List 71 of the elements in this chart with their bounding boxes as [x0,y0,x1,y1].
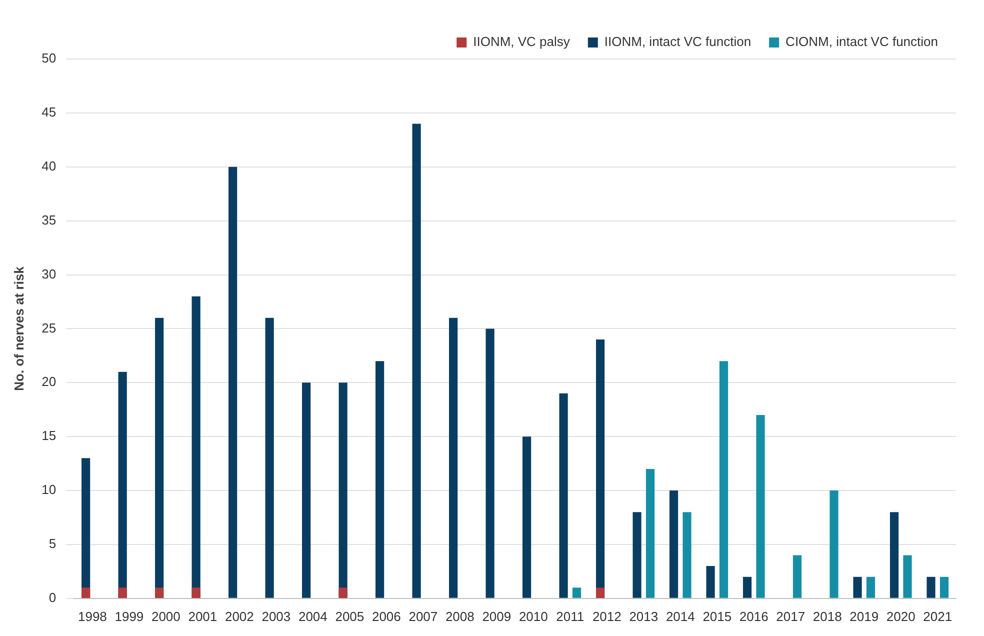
x-tick-label: 2011 [556,608,584,624]
bar [646,468,655,598]
bar [376,361,384,598]
x-tick-label: 1998 [78,608,107,624]
x-tick-label: 2012 [592,608,622,624]
legend-label: IIONM, VC palsy [473,34,570,50]
legend-label: CIONM, intact VC function [786,34,938,50]
bar [890,512,899,598]
x-tick-label: 2020 [886,608,916,624]
bar [572,588,582,598]
bar [118,588,127,598]
y-tick-label: 40 [42,158,56,174]
bar [522,436,532,598]
x-tick-label: 2014 [666,608,695,624]
x-tick-label: 2004 [298,608,328,624]
x-tick-label: 2015 [702,608,732,624]
bar [632,512,642,598]
bar [903,555,912,598]
x-tick-label: 2005 [335,608,364,624]
bar [792,555,802,598]
x-tick-label: 2018 [812,608,842,624]
y-tick-label: 5 [48,536,56,552]
bar [412,124,421,598]
bar [719,361,728,598]
bar [682,512,692,598]
x-tick-label: 2010 [518,608,548,624]
x-tick-label: 2013 [629,608,658,624]
bar [742,576,752,598]
y-tick-label: 50 [42,50,56,66]
y-tick-label: 45 [42,104,56,120]
bar [82,588,90,598]
y-tick-label: 20 [42,374,56,390]
x-tick-label: 2016 [739,608,768,624]
x-tick-label: 2019 [850,608,879,624]
y-tick-label: 25 [42,320,56,336]
bar [926,576,936,598]
x-tick-label: 2007 [408,608,438,624]
x-tick-label: 2002 [224,608,254,624]
bar [940,576,949,598]
y-tick-label: 10 [42,482,56,498]
bar [596,588,605,598]
bar [706,566,715,598]
x-tick-label: 2017 [776,608,806,624]
bar [669,490,678,598]
y-tick-label: 30 [42,266,56,282]
x-tick-label: 2001 [188,608,218,624]
y-tick-label: 15 [42,428,56,444]
x-tick-label: 2021 [923,608,952,624]
bar [830,490,838,598]
bar [853,576,862,598]
bar [448,318,458,598]
legend-label: IIONM, intact VC function [604,34,752,50]
bar [265,318,274,598]
bar [756,415,765,598]
bar [866,576,876,598]
bar [228,166,238,598]
bar [338,588,348,598]
y-tick-label: 0 [48,590,56,605]
bar [302,382,311,598]
bar [486,328,494,598]
bar [155,588,164,598]
x-tick-label: 2000 [151,608,180,624]
x-tick-label: 2008 [445,608,474,624]
bar [559,393,568,598]
y-tick-label: 35 [42,212,56,228]
x-tick-label: 1999 [114,608,144,624]
y-axis-title: No. of nerves at risk [11,266,26,391]
bar [192,588,200,598]
x-tick-label: 2006 [372,608,401,624]
x-tick-label: 2009 [482,608,512,624]
x-tick-label: 2003 [262,608,291,624]
